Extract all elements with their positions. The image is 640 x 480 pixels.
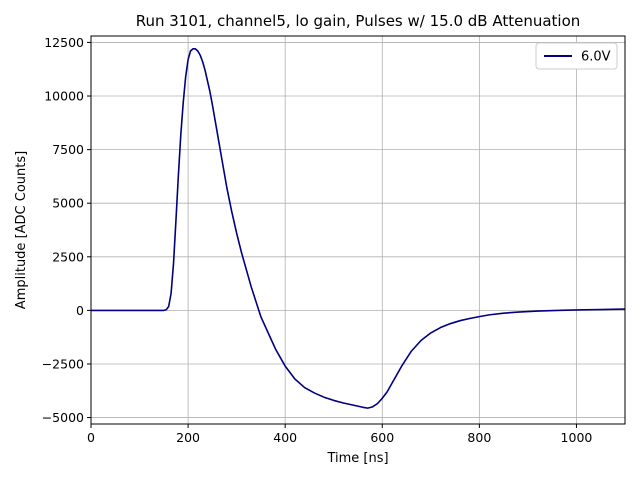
- x-tick-label: 200: [176, 430, 200, 445]
- grid-lines: [90, 36, 625, 424]
- y-tick-label: 7500: [52, 142, 84, 157]
- chart-title: Run 3101, channel5, lo gain, Pulses w/ 1…: [136, 12, 581, 30]
- y-axis-label: Amplitude [ADC Counts]: [14, 151, 29, 309]
- x-tick-label: 0: [87, 430, 95, 445]
- y-tick-label: 10000: [44, 89, 84, 104]
- x-tick-label: 1000: [561, 430, 593, 445]
- y-axis-ticks: −5000 −2500 0 2500 5000 7500 10000 12500: [42, 35, 91, 425]
- x-tick-label: 800: [467, 430, 491, 445]
- legend: 6.0V: [535, 42, 618, 70]
- y-tick-label: 5000: [52, 196, 84, 211]
- plot-series: [91, 48, 626, 409]
- y-tick-label: −2500: [42, 356, 84, 371]
- x-tick-label: 400: [273, 430, 297, 445]
- legend-box: [535, 42, 618, 70]
- plot-area-frame: [90, 35, 626, 425]
- y-tick-label: 0: [76, 303, 84, 318]
- legend-label-6v: 6.0V: [581, 50, 611, 65]
- y-tick-label: −5000: [42, 410, 84, 425]
- x-axis-label: Time [ns]: [326, 451, 388, 466]
- x-axis-ticks: 0 200 400 600 800 1000: [87, 424, 592, 445]
- series-line-6v: [91, 48, 626, 409]
- y-tick-label: 2500: [52, 249, 84, 264]
- y-tick-label: 12500: [44, 35, 84, 50]
- x-tick-label: 600: [370, 430, 394, 445]
